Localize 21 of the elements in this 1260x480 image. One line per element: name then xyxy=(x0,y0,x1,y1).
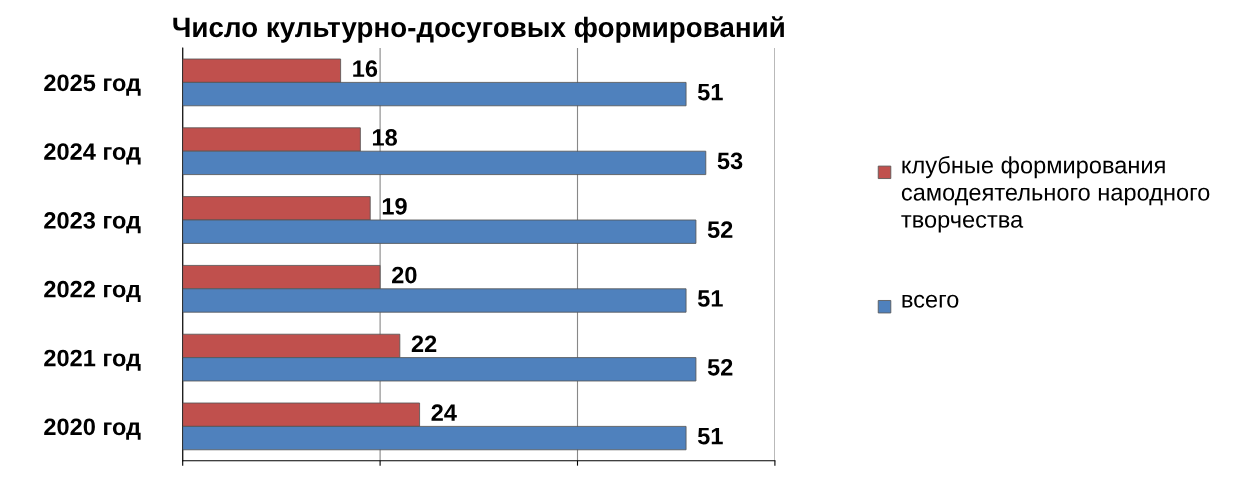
chart-title: Число культурно-досуговых формирований xyxy=(173,16,784,43)
legend-label: всего xyxy=(902,294,959,308)
data-label: 19 xyxy=(382,197,407,215)
data-label: 51 xyxy=(697,83,723,101)
data-label: 16 xyxy=(353,60,378,78)
data-label: 51 xyxy=(697,427,723,445)
data-label: 53 xyxy=(717,152,743,170)
y-tick-label: 2022 год xyxy=(44,280,141,303)
y-tick-label: 2021 год xyxy=(44,349,141,371)
data-label: 52 xyxy=(707,358,733,376)
data-label: 52 xyxy=(707,221,733,239)
data-label: 24 xyxy=(431,404,457,421)
data-label: 20 xyxy=(392,266,417,284)
y-tick-label: 2020 год xyxy=(44,418,141,440)
data-label: 22 xyxy=(411,335,437,353)
legend-label: клубные формирования самодеятельного народного творчества xyxy=(901,156,1210,233)
y-tick-label: 2024 год xyxy=(44,143,141,165)
y-tick-label: 2025 год xyxy=(44,74,141,96)
y-tick-label: 2023 год xyxy=(44,212,141,234)
data-label: 51 xyxy=(697,290,723,307)
data-label: 18 xyxy=(372,129,398,146)
